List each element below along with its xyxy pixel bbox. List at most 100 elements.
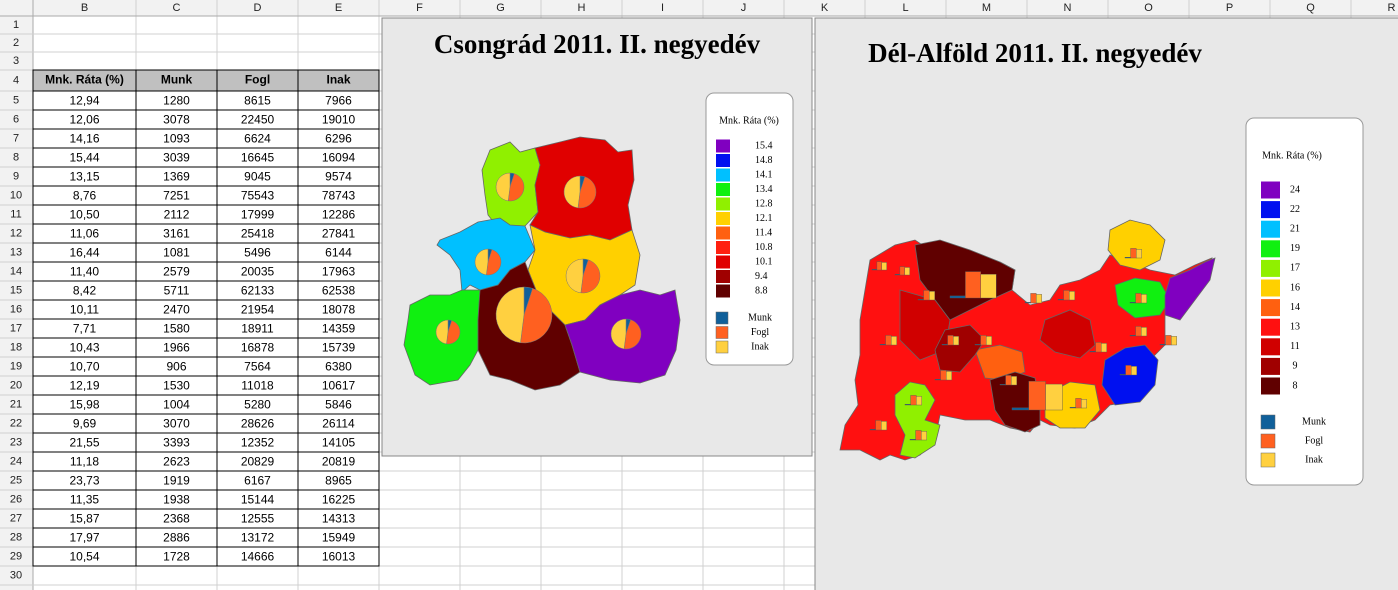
cell-text: 7,71 bbox=[73, 322, 97, 336]
bar-glyph bbox=[929, 291, 936, 301]
legend-swatch bbox=[1261, 318, 1280, 336]
row-header: 29 bbox=[10, 550, 22, 562]
pie-slice bbox=[435, 319, 449, 345]
bar-glyph bbox=[1119, 374, 1126, 376]
cell-text: 12286 bbox=[322, 208, 356, 222]
legend-label: 10.1 bbox=[755, 256, 773, 267]
cell-text: 11,06 bbox=[70, 227, 99, 241]
map-chart[interactable]: Csongrád 2011. II. negyedév Mnk. Ráta (%… bbox=[381, 17, 813, 457]
cell-text: 6624 bbox=[244, 132, 271, 146]
cell-text: 17999 bbox=[241, 208, 275, 222]
legend-swatch bbox=[1261, 201, 1280, 219]
row-header: 18 bbox=[10, 341, 22, 353]
cell-text: 21954 bbox=[241, 303, 275, 317]
bar-glyph bbox=[1129, 302, 1136, 304]
cell-text: 6380 bbox=[325, 360, 352, 374]
pie-slice bbox=[507, 173, 525, 202]
region bbox=[989, 371, 1041, 433]
cell-text: 12,19 bbox=[69, 379, 99, 393]
bar-glyph bbox=[904, 404, 911, 406]
bar-glyph bbox=[974, 344, 981, 346]
legend-swatch bbox=[1261, 357, 1280, 375]
bar-glyph bbox=[1069, 407, 1076, 409]
cell-text: 12,94 bbox=[69, 94, 99, 108]
legend-label: 19 bbox=[1290, 243, 1300, 254]
legend-label: 21 bbox=[1290, 223, 1300, 234]
cell-text: 10617 bbox=[322, 379, 356, 393]
region bbox=[1164, 257, 1216, 321]
bar-glyph bbox=[986, 336, 993, 346]
bar-glyph bbox=[1130, 248, 1137, 259]
legend-swatch bbox=[716, 183, 730, 196]
bar-glyph bbox=[881, 262, 887, 271]
cell-text: 11,35 bbox=[70, 493, 99, 507]
bar-glyph bbox=[1130, 366, 1137, 376]
header-text: Mnk. Ráta (%) bbox=[45, 73, 124, 87]
legend-swatch bbox=[1261, 279, 1280, 297]
row-header-bar bbox=[0, 0, 33, 590]
cell-text: 17,97 bbox=[69, 531, 99, 545]
column-header-bar bbox=[0, 0, 1398, 16]
cell-text: 11,18 bbox=[70, 455, 99, 469]
legend-label: 12.1 bbox=[755, 213, 773, 224]
cell-text: 2470 bbox=[163, 303, 190, 317]
row-header: 4 bbox=[13, 74, 19, 86]
column-header: G bbox=[496, 2, 505, 14]
legend-swatch bbox=[715, 311, 729, 325]
legend-label: Munk bbox=[1302, 416, 1326, 427]
cell-text: 9,69 bbox=[73, 417, 97, 431]
column-header: Q bbox=[1306, 2, 1315, 14]
map-chart[interactable]: Dél-Alföld 2011. II. negyedév Mnk. Ráta … bbox=[814, 17, 1398, 590]
row-header: 3 bbox=[13, 55, 19, 67]
cell-text: 15,44 bbox=[69, 151, 99, 165]
legend-label: 16 bbox=[1290, 282, 1300, 293]
cell-text: 906 bbox=[166, 360, 186, 374]
legend-swatch bbox=[1261, 299, 1280, 317]
bar-glyph bbox=[891, 336, 898, 346]
bar-glyph bbox=[1057, 299, 1064, 301]
column-header: F bbox=[416, 2, 423, 14]
cell-text: 16094 bbox=[322, 151, 356, 165]
row-header: 10 bbox=[10, 189, 22, 201]
legend-label: Fogl bbox=[1305, 435, 1324, 446]
bar-glyph bbox=[1045, 383, 1063, 411]
cell-text: 75543 bbox=[241, 189, 275, 203]
legend-label: 9 bbox=[1293, 361, 1298, 372]
cell-text: 12555 bbox=[241, 512, 275, 526]
row-header: 11 bbox=[10, 208, 21, 220]
legend-label: 9.4 bbox=[755, 271, 768, 282]
legend-label: 17 bbox=[1290, 263, 1300, 274]
legend-swatch bbox=[716, 168, 730, 182]
cell-text: 11018 bbox=[241, 379, 274, 393]
region bbox=[974, 344, 1026, 381]
cell-text: 15949 bbox=[322, 531, 356, 545]
bar-glyph bbox=[1035, 294, 1042, 304]
cell-text: 1530 bbox=[163, 379, 190, 393]
legend-label: 22 bbox=[1290, 204, 1300, 215]
column-header: B bbox=[81, 2, 88, 14]
column-header: M bbox=[982, 2, 991, 14]
pie-slice bbox=[520, 288, 553, 344]
legend-swatch bbox=[1260, 452, 1276, 468]
bar-glyph bbox=[1165, 335, 1172, 346]
row-header: 9 bbox=[13, 170, 19, 182]
row-header: 5 bbox=[13, 94, 19, 106]
cell-text: 8,76 bbox=[73, 189, 97, 203]
legend-label: 15.4 bbox=[755, 140, 773, 151]
cell-text: 6144 bbox=[325, 246, 352, 260]
cell-text: 3039 bbox=[163, 151, 190, 165]
row-header: 14 bbox=[10, 265, 22, 277]
legend-swatch bbox=[716, 270, 730, 283]
cell-text: 1093 bbox=[163, 132, 190, 146]
bar-glyph bbox=[1140, 327, 1147, 337]
legend-label: 13.4 bbox=[755, 184, 773, 195]
legend-swatch bbox=[715, 340, 729, 354]
row-header: 1 bbox=[13, 19, 19, 31]
cell-text: 25418 bbox=[241, 227, 275, 241]
legend-swatch bbox=[715, 326, 729, 339]
pie-slice bbox=[474, 248, 489, 276]
cell-text: 8965 bbox=[325, 474, 352, 488]
legend-label: 8.8 bbox=[755, 285, 768, 296]
bar-glyph bbox=[949, 295, 966, 299]
legend-swatch bbox=[1260, 433, 1276, 449]
